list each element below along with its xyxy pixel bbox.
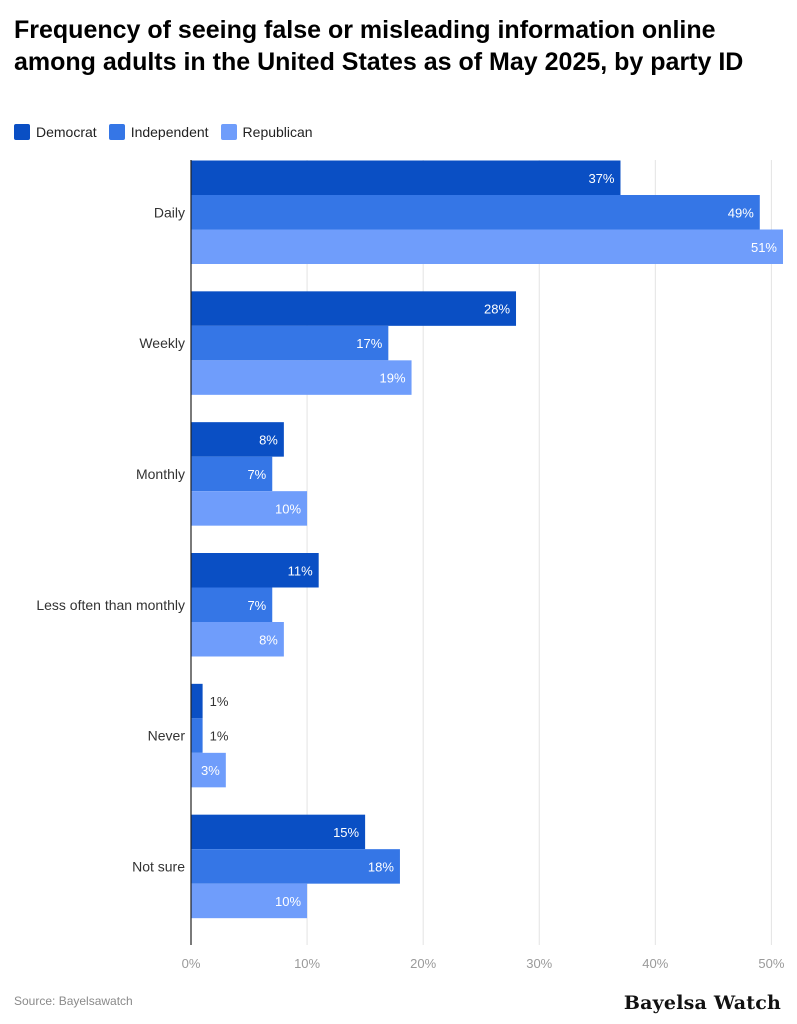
bar [191,718,203,753]
data-label: 10% [275,894,301,909]
data-label: 17% [356,336,382,351]
bar [191,195,760,230]
legend-swatch-independent [108,124,125,140]
data-label: 8% [259,432,278,447]
legend-label-republican: Republican [242,124,313,140]
data-label: 11% [288,563,313,578]
legend-swatch-republican [220,124,237,140]
bar [191,491,308,526]
bar [191,456,273,492]
brand-logo: Bayelsa Watch [623,992,781,1014]
data-label: 1% [210,694,229,709]
category-label: Less often than monthly [36,597,185,613]
bar [191,622,284,657]
data-label: 7% [247,467,266,482]
legend-item-republican: Republican [220,124,313,140]
legend-item-democrat: Democrat [14,124,97,140]
bar [191,883,308,919]
category-label: Not sure [132,858,185,874]
x-tick-label: 40% [642,956,668,971]
bar [191,587,273,622]
source-note: Source: Bayelsawatch [14,994,133,1008]
legend-item-independent: Independent [108,124,209,140]
legend-swatch-democrat [14,124,30,140]
data-label: 49% [728,205,754,220]
bar [191,360,412,395]
data-label: 28% [484,302,510,317]
bar [191,683,203,719]
data-label: 7% [247,598,266,613]
bar [191,752,226,788]
category-label: Daily [154,204,185,220]
bar [191,849,400,884]
data-label: 8% [259,632,278,647]
bar [191,422,284,457]
x-tick-label: 50% [758,956,784,971]
bar [191,229,783,264]
bar [191,160,621,195]
data-label: 15% [333,825,359,840]
category-label: Monthly [136,466,185,482]
data-label: 19% [380,371,406,386]
bar [191,291,517,326]
bar [191,814,366,850]
data-label: 37% [588,171,614,186]
legend-label-independent: Independent [130,124,209,140]
category-label: Never [148,728,186,744]
chart-title: Frequency of seeing false or misleading … [14,16,744,76]
data-label: 18% [368,859,394,874]
bar [191,553,319,588]
data-label: 10% [275,501,301,516]
x-tick-label: 10% [294,956,320,971]
bar [191,325,389,361]
category-label: Weekly [139,335,185,351]
data-label: 1% [210,729,229,744]
data-label: 3% [201,763,220,778]
x-tick-label: 20% [410,956,436,971]
legend: Democrat Independent Republican [14,124,313,140]
x-tick-label: 30% [526,956,552,971]
legend-label-democrat: Democrat [36,124,97,140]
x-tick-label: 0% [182,956,201,971]
data-label: 51% [751,240,777,255]
